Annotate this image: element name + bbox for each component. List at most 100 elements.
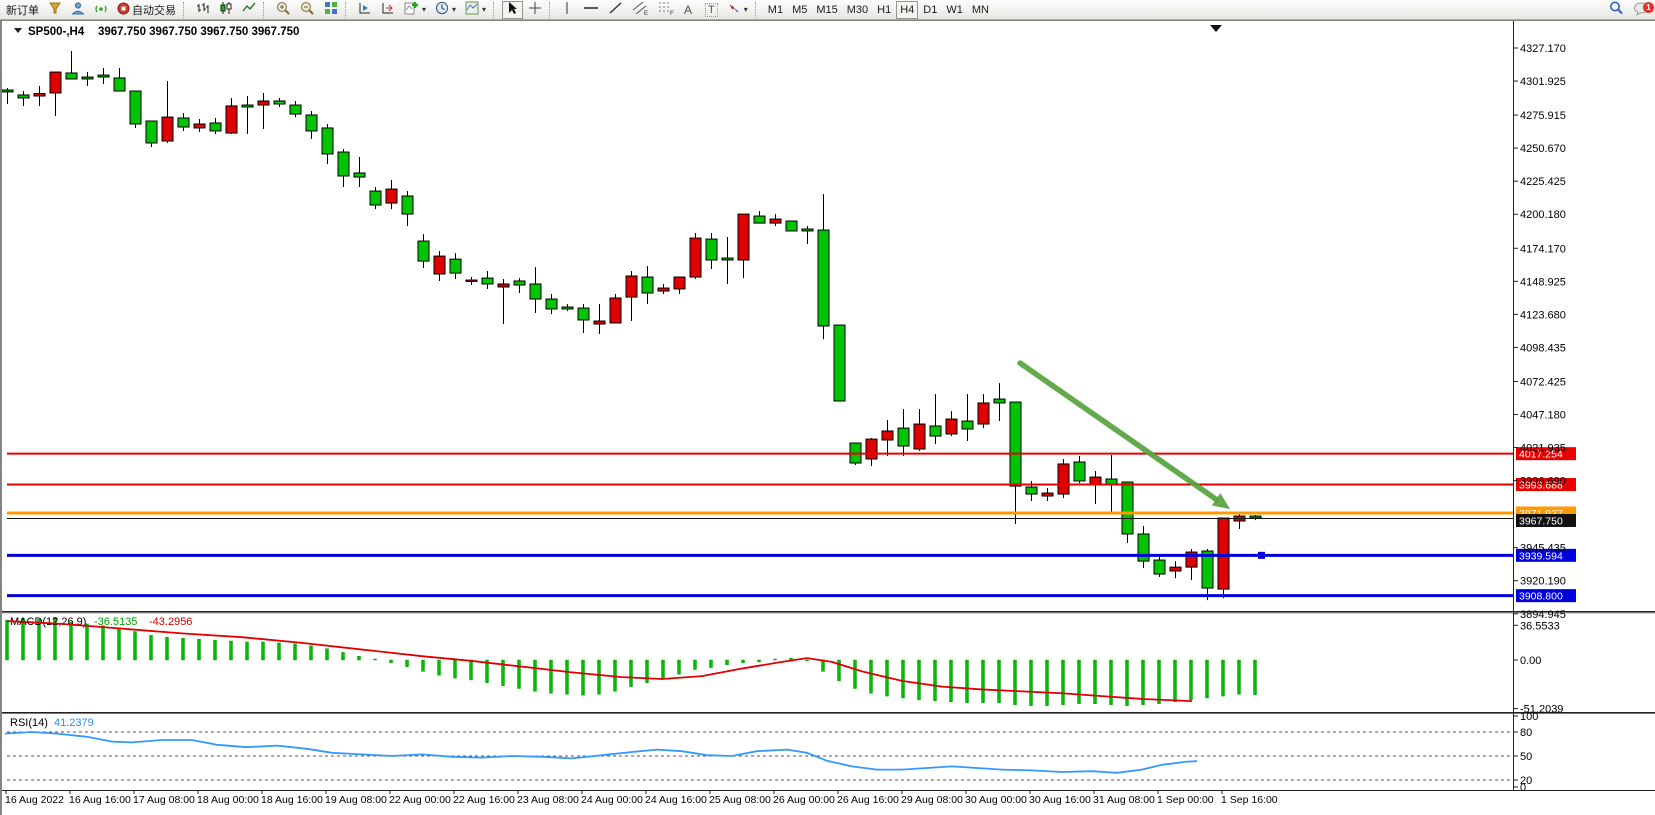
timeframe-h4-button[interactable]: H4 bbox=[896, 0, 919, 19]
vertical-line-button[interactable] bbox=[558, 1, 578, 19]
price-axis[interactable]: 4327.170 4301.925 4275.915 4250.670 4225.425… bbox=[1513, 43, 1566, 794]
bar-chart-button[interactable] bbox=[192, 1, 214, 19]
auto-trading-button[interactable]: 自动交易 bbox=[113, 1, 180, 19]
candle-body bbox=[209, 122, 222, 132]
channel-button[interactable]: E bbox=[628, 1, 653, 19]
candle-body bbox=[65, 72, 78, 80]
crosshair-icon bbox=[528, 1, 542, 18]
templates-button[interactable]: ▾ bbox=[461, 1, 490, 19]
chart-shift-marker bbox=[1210, 25, 1222, 32]
macd-histogram-bar bbox=[725, 659, 729, 665]
macd-histogram-bar bbox=[901, 659, 905, 699]
candle-body bbox=[481, 277, 494, 285]
time-axis[interactable]: 16 Aug 2022 16 Aug 16:00 17 Aug 08:00 18 Au… bbox=[5, 790, 1278, 806]
cursor-button[interactable] bbox=[502, 0, 524, 19]
tile-windows-button[interactable] bbox=[320, 1, 342, 19]
time-axis-label: 22 Aug 16:00 bbox=[453, 794, 515, 806]
timeframe-m5-button[interactable]: M5 bbox=[788, 1, 811, 19]
rsi-axis-tick: 20 bbox=[1520, 775, 1532, 787]
macd-histogram-bar bbox=[581, 659, 585, 696]
price-axis-tick: 3996.690 bbox=[1520, 476, 1566, 488]
timeframe-d1-button[interactable]: D1 bbox=[919, 1, 941, 19]
arrows-button[interactable]: ▾ bbox=[723, 1, 752, 19]
profile-button[interactable] bbox=[67, 1, 89, 19]
dropdown-arrow-icon: ▾ bbox=[482, 5, 487, 14]
macd-histogram-bar bbox=[389, 659, 393, 664]
timeframe-m1-button[interactable]: M1 bbox=[764, 1, 787, 19]
macd-histogram-bar bbox=[101, 625, 105, 661]
macd-histogram-bar bbox=[261, 641, 265, 661]
macd-histogram-bar bbox=[165, 637, 169, 661]
macd-histogram-bar bbox=[325, 648, 329, 661]
macd-histogram-bar bbox=[709, 659, 713, 668]
line-chart-button[interactable] bbox=[238, 1, 260, 19]
text-button[interactable]: A bbox=[680, 1, 700, 19]
new-order-button[interactable]: 新订单 bbox=[2, 1, 43, 19]
indicators-icon bbox=[404, 1, 419, 18]
macd-histogram-bar bbox=[933, 659, 937, 702]
macd-histogram-bar bbox=[229, 640, 233, 661]
macd-histogram-bar bbox=[1237, 659, 1241, 695]
timeframe-m30-button[interactable]: M30 bbox=[843, 1, 872, 19]
horizontal-line-3939.594[interactable]: 3939.594 bbox=[7, 548, 1576, 563]
horizontal-line-3908.800[interactable]: 3908.800 bbox=[7, 589, 1576, 603]
zoom-out-button[interactable] bbox=[296, 1, 319, 19]
horizontal-line-4017.254[interactable]: 4017.254 bbox=[7, 447, 1576, 461]
candle-body bbox=[705, 238, 718, 261]
macd-histogram-bar bbox=[405, 659, 409, 667]
price-badge-label: 3908.800 bbox=[1519, 591, 1563, 603]
candle-body bbox=[689, 237, 702, 278]
funnel-button[interactable] bbox=[44, 1, 66, 19]
chart-forward-button[interactable] bbox=[354, 1, 376, 19]
candle-body bbox=[1137, 533, 1150, 562]
crosshair-button[interactable] bbox=[524, 1, 546, 19]
macd-histogram-bar bbox=[677, 659, 681, 675]
fibonacci-button[interactable]: F bbox=[654, 1, 679, 19]
candle-body bbox=[545, 298, 558, 310]
candle-body bbox=[49, 71, 62, 94]
line-chart-icon bbox=[242, 1, 256, 18]
text-label-button[interactable]: T bbox=[701, 1, 722, 19]
macd-histogram-bar bbox=[565, 659, 569, 695]
timeframe-h1-button[interactable]: H1 bbox=[873, 1, 895, 19]
horizontal-line-3993.688[interactable]: 3993.688 bbox=[7, 478, 1576, 492]
macd-histogram-bar bbox=[757, 659, 761, 663]
search-button[interactable] bbox=[1604, 1, 1628, 19]
time-axis-label: 31 Aug 08:00 bbox=[1093, 794, 1155, 806]
indicators-button[interactable]: ▾ bbox=[400, 1, 430, 19]
timeframe-m15-button[interactable]: M15 bbox=[812, 1, 841, 19]
time-axis-label: 16 Aug 16:00 bbox=[69, 794, 131, 806]
timeframe-w1-button[interactable]: W1 bbox=[942, 1, 967, 19]
candle-body bbox=[257, 100, 270, 106]
candlestick-chart-button[interactable] bbox=[215, 1, 237, 19]
trendline-icon bbox=[608, 1, 623, 18]
macd-axis-tick: -51.2039 bbox=[1520, 704, 1563, 716]
dropdown-arrow-icon: ▾ bbox=[422, 5, 427, 14]
chart-forward-icon bbox=[358, 1, 372, 18]
periods-button[interactable]: ▾ bbox=[431, 1, 460, 19]
notifications-button[interactable]: 1 bbox=[1629, 1, 1654, 19]
vertical-line-icon bbox=[562, 1, 572, 18]
candle-body bbox=[1121, 481, 1134, 535]
trend-arrow-annotation[interactable] bbox=[1017, 360, 1230, 509]
timeframe-mn-button[interactable]: MN bbox=[968, 1, 993, 19]
signal-button[interactable] bbox=[90, 1, 112, 19]
price-badge-label: 3993.688 bbox=[1519, 480, 1563, 492]
macd-histogram-bar bbox=[1205, 659, 1209, 699]
price-axis-tick: 4275.915 bbox=[1520, 110, 1566, 122]
macd-histogram-bar bbox=[421, 659, 425, 672]
zoom-in-button[interactable] bbox=[272, 1, 295, 19]
candle-body bbox=[561, 306, 574, 310]
price-axis-tick: 4021.935 bbox=[1520, 443, 1566, 455]
current-price-line[interactable]: 3967.750 bbox=[7, 513, 1576, 528]
chart-shift-button[interactable] bbox=[377, 1, 399, 19]
trendline-button[interactable] bbox=[604, 1, 627, 19]
cursor-icon bbox=[506, 1, 519, 18]
candle-body bbox=[161, 116, 174, 142]
macd-histogram-bar bbox=[965, 659, 969, 703]
time-axis-label: 18 Aug 16:00 bbox=[261, 794, 323, 806]
macd-histogram-bar bbox=[661, 659, 665, 680]
horizontal-line-button[interactable] bbox=[579, 1, 603, 19]
symbol-quotes: 3967.750 3967.750 3967.750 3967.750 bbox=[98, 26, 299, 38]
